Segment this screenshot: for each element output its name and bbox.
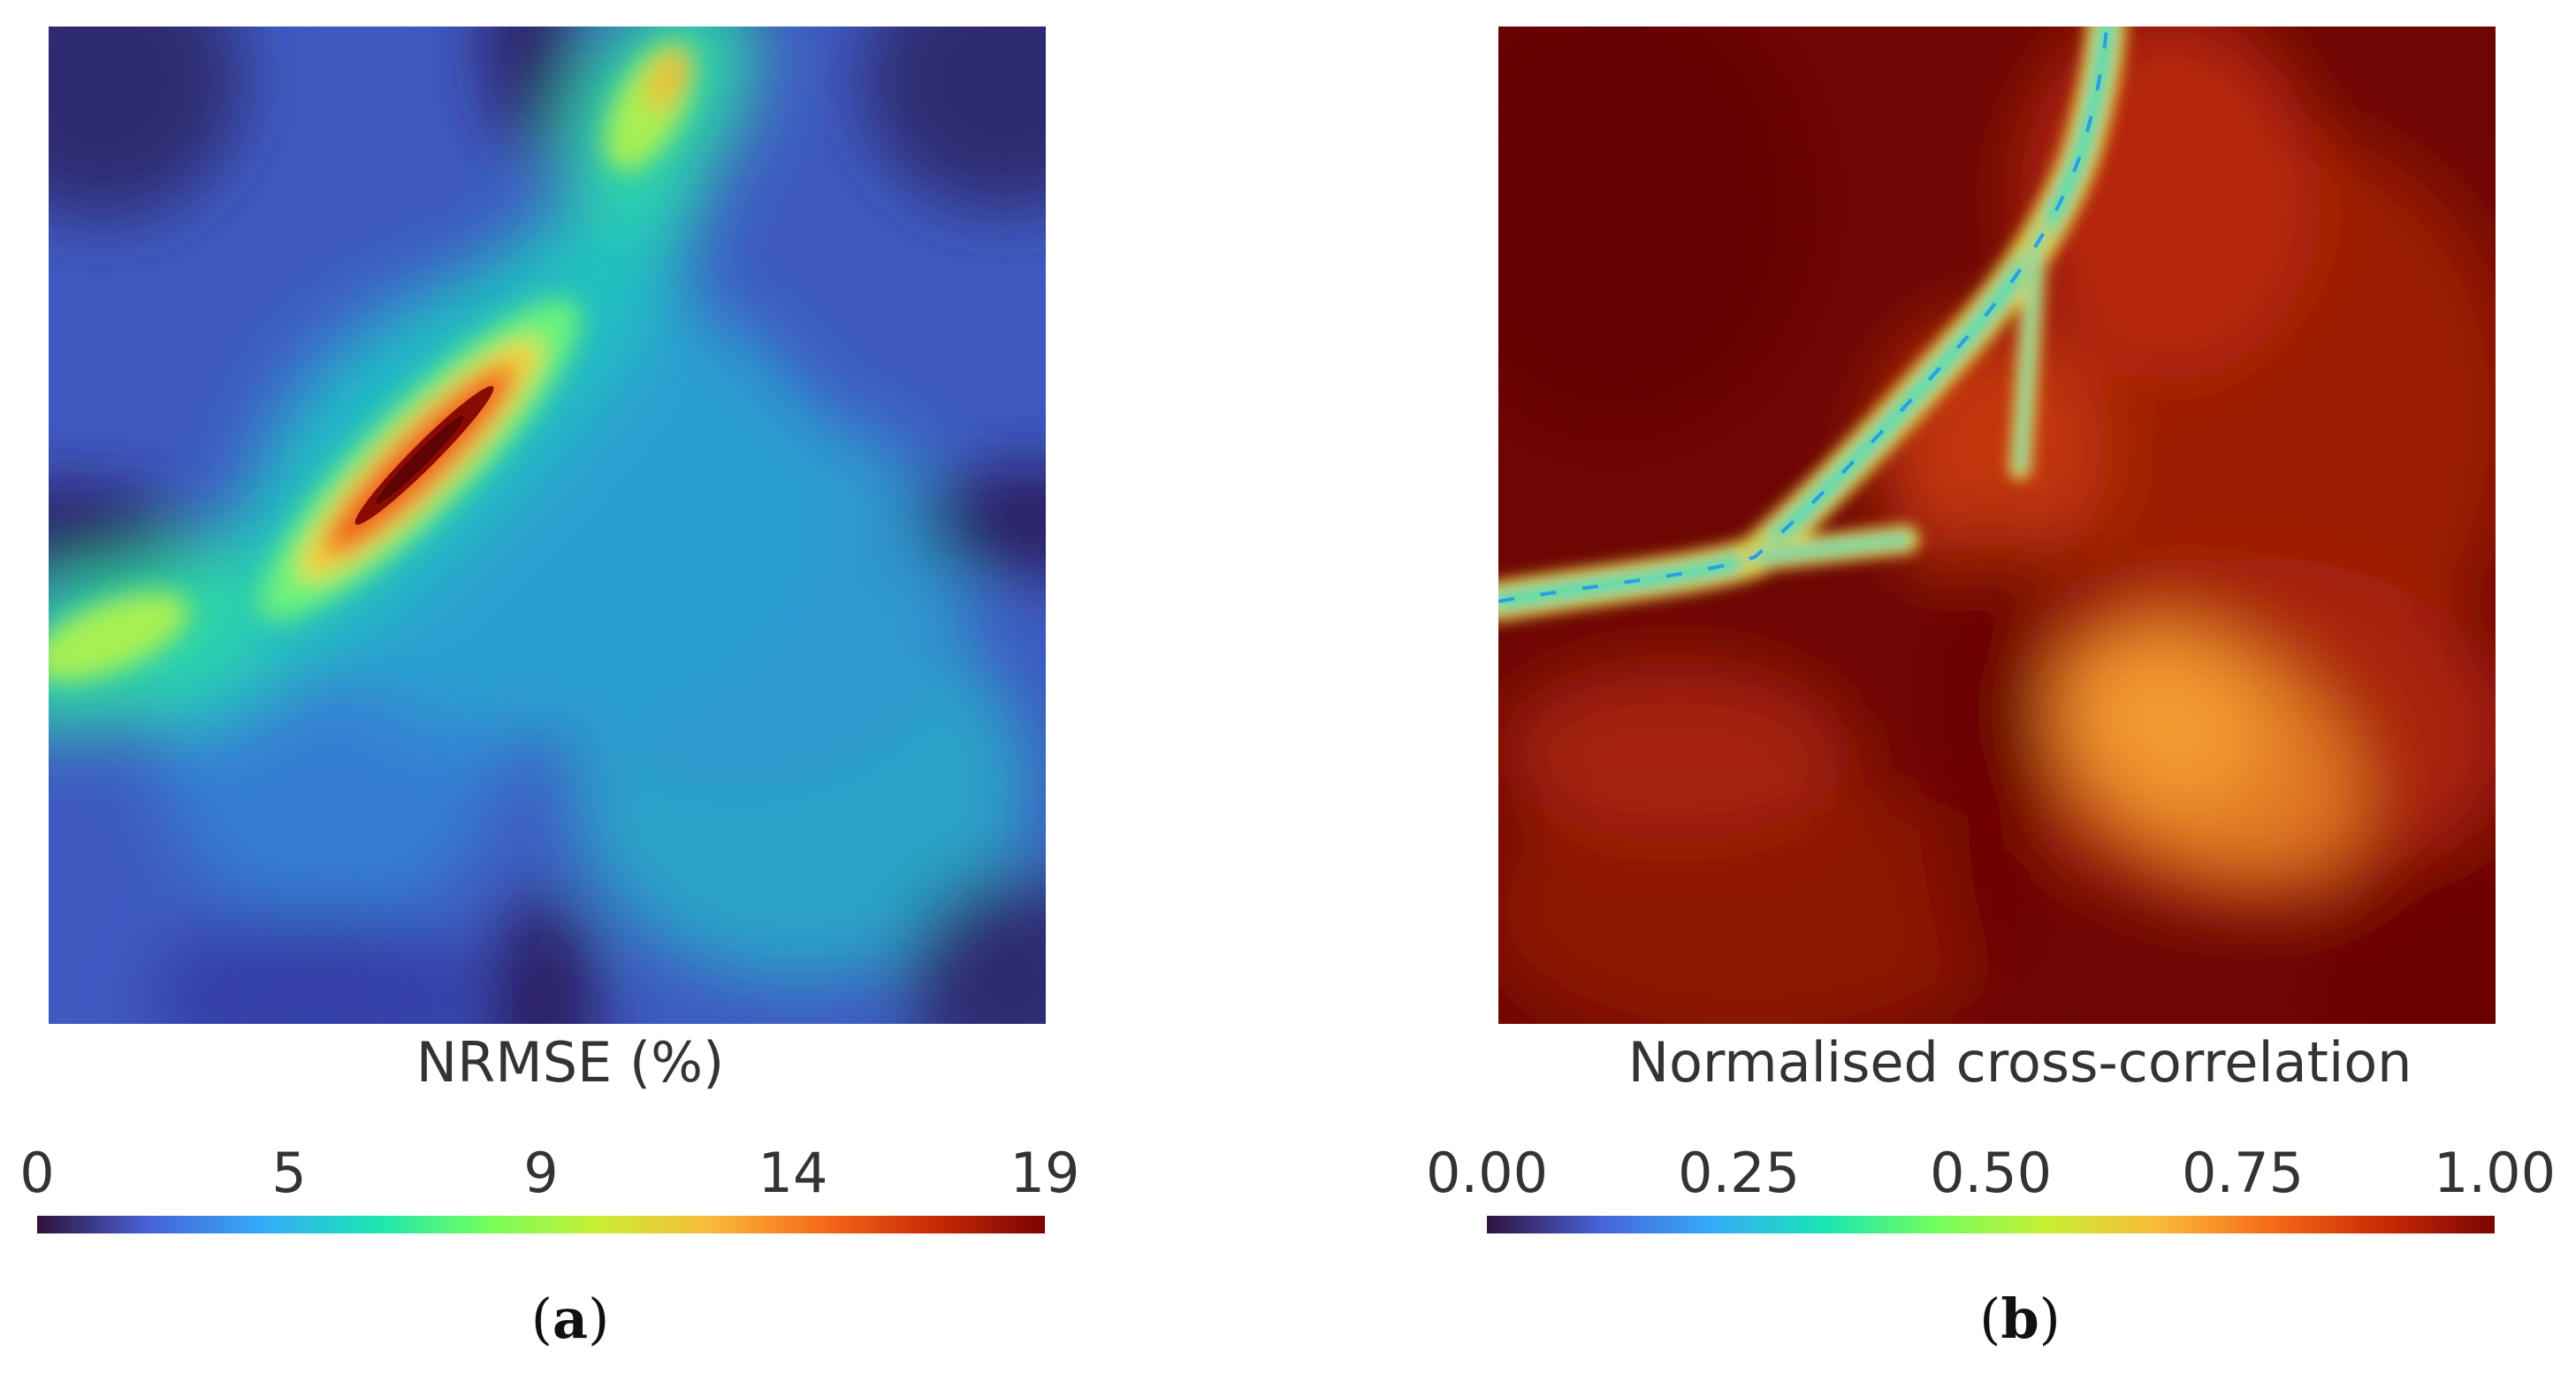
panel-a-caption: (a)	[530, 1287, 610, 1351]
panel-a: NRMSE (%) 0 5 9 14 19 (a)	[18, 0, 1123, 1382]
ncc-label: Normalised cross-correlation	[1627, 1030, 2412, 1095]
ncc-heatmap-svg	[1498, 27, 2496, 1024]
nrmse-heatmap-svg	[49, 27, 1046, 1024]
nrmse-tick-2: 9	[523, 1141, 559, 1205]
nrmse-colorbar-svg	[37, 1216, 1045, 1233]
nrmse-tick-3: 14	[758, 1141, 828, 1205]
ncc-colorbar	[1487, 1216, 2495, 1233]
panel-b-letter: b	[2001, 1287, 2039, 1351]
ncc-tick-4: 1.00	[2433, 1141, 2557, 1205]
nrmse-tick-4: 19	[1010, 1141, 1080, 1205]
nrmse-tick-1: 5	[271, 1141, 307, 1205]
ncc-tick-0: 0.00	[1425, 1141, 1549, 1205]
ncc-heatmap	[1498, 27, 2496, 1024]
ncc-tick-3: 0.75	[2181, 1141, 2305, 1205]
ncc-colorbar-ticks: 0.00 0.25 0.50 0.75 1.00	[1426, 1141, 2572, 1211]
nrmse-heatmap	[49, 27, 1046, 1024]
nrmse-colorbar-ticks: 0 5 9 14 19	[18, 1141, 1123, 1211]
panel-a-letter: a	[552, 1287, 589, 1351]
ncc-tick-2: 0.50	[1929, 1141, 2053, 1205]
ncc-tick-1: 0.25	[1677, 1141, 1801, 1205]
nrmse-label: NRMSE (%)	[415, 1030, 725, 1095]
nrmse-colorbar	[37, 1216, 1045, 1233]
panel-b: Normalised cross-correlation 0.00 0.25 0…	[1426, 0, 2572, 1382]
ncc-colorbar-svg	[1487, 1216, 2495, 1233]
nrmse-tick-0: 0	[19, 1141, 55, 1205]
panel-b-caption: (b)	[1979, 1287, 2061, 1351]
